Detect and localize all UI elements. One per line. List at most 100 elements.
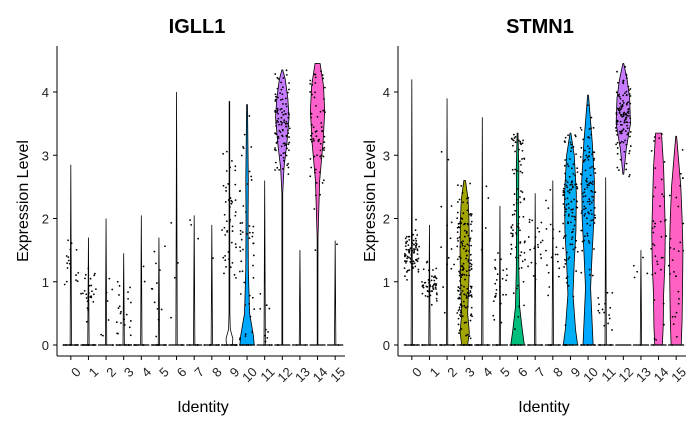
violin-1: [80, 237, 97, 346]
data-point: [404, 254, 407, 257]
data-point: [581, 240, 584, 243]
data-point: [590, 127, 592, 130]
violin-body: [534, 193, 537, 346]
data-point: [566, 197, 569, 200]
data-point: [506, 274, 508, 277]
violin-body: [334, 240, 337, 346]
data-point: [252, 254, 255, 257]
data-point: [576, 200, 578, 203]
data-point: [510, 344, 512, 346]
data-point: [277, 121, 280, 123]
data-point: [584, 195, 587, 197]
data-point: [62, 344, 65, 346]
data-point: [310, 123, 313, 126]
data-point: [251, 331, 254, 334]
data-point: [465, 274, 468, 277]
data-point: [321, 74, 324, 76]
data-point: [248, 115, 251, 117]
data-point: [267, 331, 269, 333]
data-point: [462, 247, 465, 250]
data-point: [314, 249, 317, 252]
data-point: [622, 82, 625, 85]
data-point: [563, 266, 565, 268]
data-point: [568, 191, 571, 194]
data-point: [567, 215, 570, 217]
data-point: [158, 344, 161, 346]
data-point: [435, 283, 438, 285]
data-point: [323, 141, 326, 144]
data-point: [533, 247, 536, 250]
data-point: [669, 237, 672, 240]
data-point: [523, 304, 525, 307]
data-point: [410, 258, 413, 261]
violin-12: [273, 69, 291, 346]
x-tick-label: 5: [156, 364, 172, 380]
data-point: [68, 344, 71, 346]
data-point: [152, 344, 154, 346]
data-point: [415, 218, 417, 221]
data-point: [282, 86, 284, 89]
data-point: [83, 289, 86, 292]
data-point: [531, 219, 534, 222]
data-point: [586, 344, 589, 346]
data-point: [570, 238, 573, 241]
data-point: [627, 112, 630, 114]
data-point: [519, 229, 521, 232]
data-point: [555, 246, 558, 249]
x-axis-title: Identity: [518, 399, 570, 416]
data-point: [412, 239, 415, 242]
violin-8: [203, 224, 220, 346]
data-point: [469, 294, 472, 297]
data-point: [276, 119, 278, 122]
data-point: [459, 314, 461, 316]
data-point: [238, 338, 241, 341]
data-point: [84, 277, 86, 280]
data-point: [77, 271, 80, 274]
data-point: [576, 250, 579, 253]
data-point: [319, 110, 322, 113]
data-point: [591, 165, 593, 168]
data-point: [203, 344, 206, 346]
data-point: [518, 267, 521, 270]
y-tick-label: 0: [383, 338, 390, 353]
data-point: [458, 274, 461, 277]
data-point: [571, 243, 574, 246]
data-point: [415, 258, 418, 261]
data-point: [316, 154, 318, 157]
data-point: [320, 70, 322, 73]
data-point: [459, 246, 462, 248]
data-point: [468, 335, 471, 338]
data-point: [453, 344, 455, 346]
data-point: [313, 208, 316, 210]
data-point: [464, 222, 467, 225]
data-point: [549, 188, 552, 191]
data-point: [124, 344, 126, 346]
data-point: [427, 269, 430, 272]
data-point: [217, 344, 220, 346]
violin-0: [403, 79, 420, 346]
data-point: [409, 257, 412, 260]
data-point: [589, 224, 592, 227]
data-point: [458, 226, 461, 229]
data-point: [313, 96, 316, 99]
data-point: [573, 198, 575, 201]
data-point: [562, 247, 564, 250]
data-point: [625, 162, 628, 165]
data-point: [628, 93, 631, 95]
data-point: [514, 209, 517, 212]
data-point: [575, 239, 578, 242]
data-point: [511, 168, 514, 171]
data-point: [470, 223, 472, 226]
data-point: [288, 149, 290, 152]
data-point: [604, 302, 606, 305]
data-point: [468, 266, 471, 268]
data-point: [502, 269, 505, 272]
data-point: [469, 253, 472, 256]
data-point: [565, 277, 568, 280]
data-point: [626, 102, 628, 105]
data-point: [495, 292, 497, 295]
data-point: [230, 241, 233, 244]
data-point: [517, 284, 519, 287]
data-point: [552, 237, 554, 240]
data-point: [413, 262, 416, 265]
